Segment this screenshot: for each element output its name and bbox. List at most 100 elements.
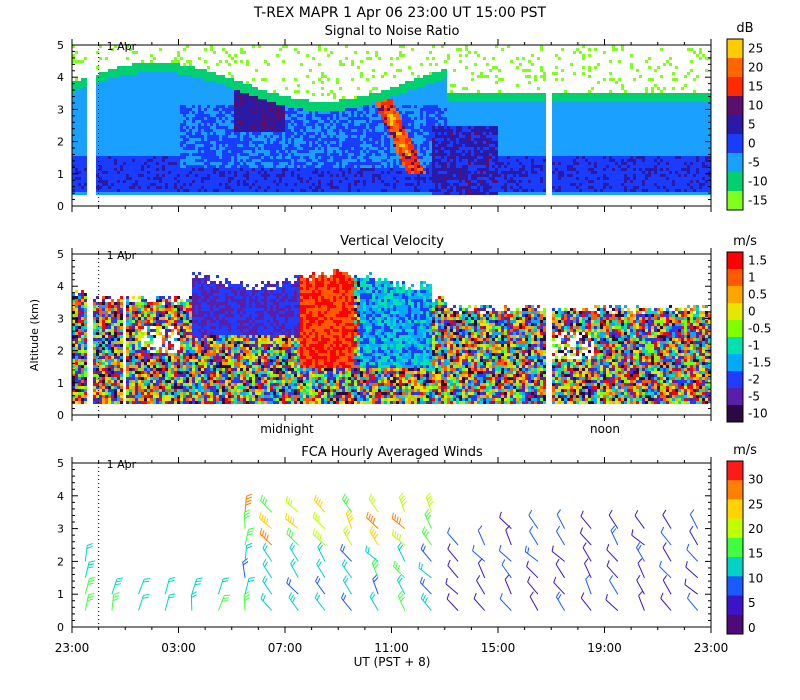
- heatmap-cell: [105, 123, 108, 126]
- heatmap-cell: [441, 96, 444, 99]
- heatmap-cell: [438, 162, 441, 165]
- heatmap-cell: [405, 174, 408, 177]
- heatmap-cell: [96, 84, 99, 87]
- heatmap-cell: [126, 147, 129, 150]
- heatmap-cell: [135, 75, 138, 78]
- heatmap-cell: [219, 141, 222, 144]
- heatmap-cell: [243, 102, 246, 105]
- heatmap-cell: [135, 171, 138, 174]
- heatmap-cell: [129, 138, 132, 141]
- heatmap-cell: [357, 126, 360, 129]
- heatmap-cell: [111, 69, 114, 72]
- heatmap-cell: [189, 129, 192, 132]
- heatmap-cell: [270, 138, 273, 141]
- heatmap-cell: [360, 126, 363, 129]
- heatmap-cell: [357, 87, 360, 90]
- heatmap-cell: [171, 111, 174, 114]
- heatmap-cell: [213, 147, 216, 150]
- heatmap-cell: [444, 174, 447, 177]
- heatmap-cell: [360, 150, 363, 153]
- heatmap-cell: [264, 159, 267, 162]
- heatmap-cell: [126, 78, 129, 81]
- heatmap-cell: [453, 189, 456, 192]
- heatmap-cell: [165, 165, 168, 168]
- heatmap-cell: [78, 156, 81, 159]
- heatmap-cell: [219, 84, 222, 87]
- heatmap-cell: [237, 126, 240, 129]
- heatmap-cell: [366, 108, 369, 111]
- heatmap-cell: [135, 165, 138, 168]
- heatmap-cell: [102, 135, 105, 138]
- heatmap-cell: [141, 186, 144, 189]
- heatmap-cell: [111, 168, 114, 171]
- heatmap-cell: [150, 117, 153, 120]
- heatmap-cell: [105, 144, 108, 147]
- heatmap-cell: [195, 141, 198, 144]
- heatmap-cell: [165, 78, 168, 81]
- heatmap-cell: [180, 150, 183, 153]
- heatmap-cell: [384, 147, 387, 150]
- heatmap-cell: [237, 132, 240, 135]
- heatmap-cell: [354, 192, 357, 195]
- heatmap-cell: [114, 159, 117, 162]
- heatmap-cell: [348, 183, 351, 186]
- heatmap-cell: [270, 192, 273, 195]
- heatmap-cell: [105, 135, 108, 138]
- heatmap-cell: [258, 93, 261, 96]
- heatmap-cell: [399, 147, 402, 150]
- heatmap-cell: [423, 111, 426, 114]
- heatmap-cell: [105, 141, 108, 144]
- heatmap-cell: [405, 87, 408, 90]
- heatmap-cell: [396, 120, 399, 123]
- heatmap-cell: [180, 75, 183, 78]
- heatmap-cell: [216, 162, 219, 165]
- heatmap-cell: [150, 102, 153, 105]
- heatmap-cell: [243, 126, 246, 129]
- heatmap-cell: [327, 177, 330, 180]
- heatmap-cell: [183, 159, 186, 162]
- heatmap-cell: [291, 192, 294, 195]
- heatmap-cell: [363, 99, 366, 102]
- heatmap-cell: [393, 186, 396, 189]
- heatmap-cell: [354, 189, 357, 192]
- heatmap-cell: [423, 168, 426, 171]
- heatmap-cell: [411, 96, 414, 99]
- heatmap-cell: [252, 108, 255, 111]
- heatmap-cell: [450, 189, 453, 192]
- heatmap-cell: [207, 93, 210, 96]
- heatmap-cell: [108, 111, 111, 114]
- heatmap-cell: [279, 150, 282, 153]
- heatmap-cell: [303, 126, 306, 129]
- heatmap-cell: [417, 114, 420, 117]
- heatmap-cell: [165, 93, 168, 96]
- heatmap-cell: [249, 105, 252, 108]
- heatmap-cell: [129, 99, 132, 102]
- heatmap-cell: [180, 114, 183, 117]
- heatmap-cell: [462, 141, 465, 144]
- heatmap-cell: [417, 174, 420, 177]
- heatmap-cell: [96, 117, 99, 120]
- heatmap-cell: [405, 81, 408, 84]
- heatmap-cell: [180, 87, 183, 90]
- heatmap-cell: [276, 153, 279, 156]
- heatmap-cell: [102, 84, 105, 87]
- heatmap-cell: [450, 186, 453, 189]
- heatmap-cell: [342, 129, 345, 132]
- heatmap-cell: [315, 117, 318, 120]
- heatmap-cell: [153, 162, 156, 165]
- heatmap-cell: [339, 186, 342, 189]
- heatmap-cell: [72, 138, 75, 141]
- heatmap-cell: [144, 159, 147, 162]
- heatmap-cell: [177, 117, 180, 120]
- heatmap-cell: [105, 72, 108, 75]
- heatmap-cell: [411, 156, 414, 159]
- heatmap-cell: [294, 165, 297, 168]
- heatmap-cell: [441, 81, 444, 84]
- heatmap-cell: [432, 72, 435, 75]
- heatmap-cell: [132, 189, 135, 192]
- heatmap-cell: [171, 117, 174, 120]
- heatmap-cell: [222, 177, 225, 180]
- heatmap-cell: [390, 126, 393, 129]
- heatmap-cell: [171, 144, 174, 147]
- heatmap-cell: [210, 177, 213, 180]
